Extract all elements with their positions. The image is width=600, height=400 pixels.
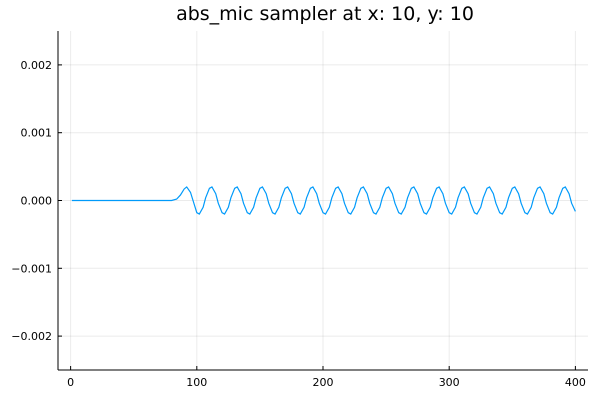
x-tick-label: 100 <box>186 376 207 389</box>
y-tick-label: −0.001 <box>11 262 52 275</box>
chart-title: abs_mic sampler at x: 10, y: 10 <box>176 3 474 25</box>
y-tick-label: 0.000 <box>21 195 53 208</box>
x-ticks: 0 100 200 300 400 <box>67 366 586 389</box>
series <box>71 186 576 215</box>
x-tick-label: 300 <box>439 376 460 389</box>
y-tick-label: 0.001 <box>21 127 53 140</box>
grid <box>58 31 588 370</box>
y-ticks: 0.002 0.001 0.000 −0.001 −0.002 <box>11 59 62 343</box>
x-tick-label: 0 <box>67 376 74 389</box>
y-tick-label: −0.002 <box>11 330 52 343</box>
y-tick-label: 0.002 <box>21 59 53 72</box>
x-tick-label: 400 <box>565 376 586 389</box>
series-line <box>71 186 576 215</box>
x-tick-label: 200 <box>313 376 334 389</box>
